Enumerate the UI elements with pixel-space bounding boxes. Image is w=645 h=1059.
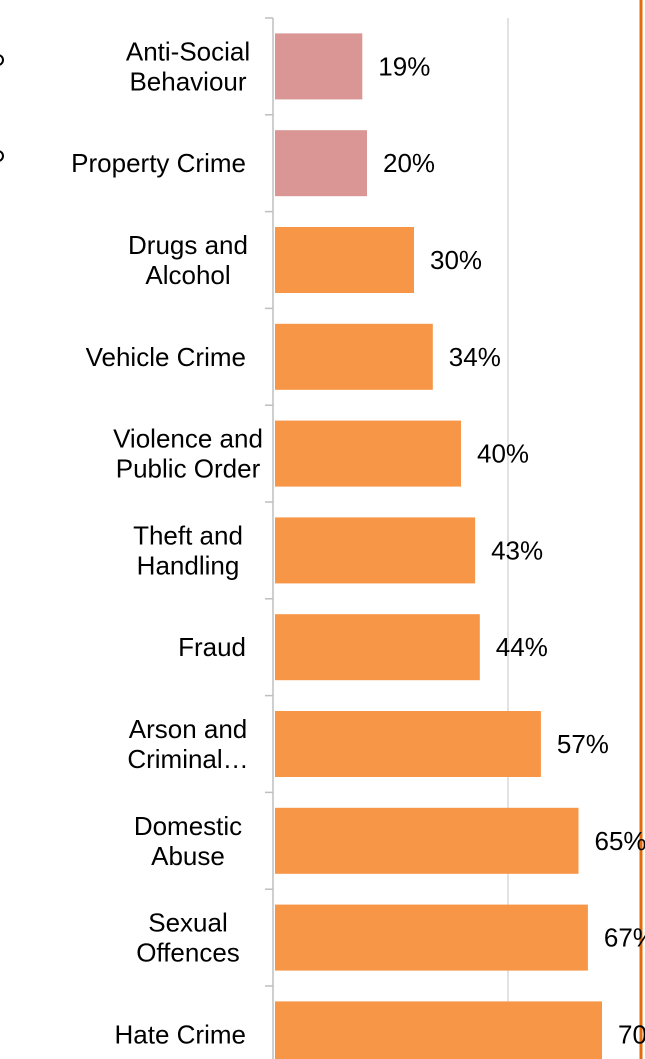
bar [275, 323, 433, 390]
data-label: 34% [449, 342, 501, 372]
category-label: Anti-Social Behaviour [126, 36, 250, 96]
category-label-line: Arson and [129, 714, 248, 744]
category-label-line: Hate Crime [115, 1019, 246, 1049]
data-label: 43% [491, 535, 543, 565]
category-label-line: Sexual [148, 908, 228, 938]
category-label: Drugs and Alcohol [128, 230, 248, 290]
category-label-line: Abuse [151, 841, 225, 871]
data-label: 70% [618, 1019, 645, 1049]
bar [275, 420, 461, 487]
bar [275, 904, 588, 971]
category-label: Violence and Public Order [113, 424, 263, 484]
category-label-line: Behaviour [129, 66, 246, 96]
category-label-line: Vehicle Crime [86, 342, 246, 372]
data-label: 30% [430, 245, 482, 275]
category-label: Property Crime [71, 148, 246, 178]
category-label-line: Alcohol [145, 260, 230, 290]
category-label-line: Drugs and [128, 230, 248, 260]
bar [275, 711, 541, 777]
category-label-line: Theft and [133, 520, 243, 550]
bar [275, 1001, 602, 1059]
category-label: Domestic Abuse [134, 811, 242, 871]
data-label: 44% [496, 632, 548, 662]
data-label: 20% [383, 148, 435, 178]
category-label-line: Domestic [134, 811, 242, 841]
category-label: Vehicle Crime [86, 342, 246, 372]
data-label: 57% [557, 729, 609, 759]
data-label: 65% [595, 826, 645, 856]
category-label-line: Anti-Social [126, 36, 250, 66]
data-label: 19% [378, 51, 430, 81]
category-label-line: Property Crime [71, 148, 246, 178]
data-label: 40% [477, 439, 529, 469]
category-label-line: Handling [137, 550, 240, 580]
bar [275, 614, 480, 681]
category-label-line: Criminal… [127, 744, 248, 774]
category-label-line: Violence and [113, 424, 263, 454]
bar [275, 227, 414, 293]
category-label-line: Public Order [116, 454, 261, 484]
category-label: Sexual Offences [136, 908, 240, 968]
bar [275, 517, 476, 584]
category-label-line: Offences [136, 938, 240, 968]
data-label: 67% [604, 923, 645, 953]
category-label: Fraud [178, 632, 246, 662]
category-label: Arson and Criminal… [127, 714, 248, 774]
bar [275, 130, 367, 197]
bar [275, 807, 579, 874]
category-label: Theft and Handling [133, 520, 243, 580]
category-label: Hate Crime [115, 1019, 246, 1049]
bar [275, 33, 363, 100]
clipped-marker [0, 54, 4, 66]
clipped-marker [0, 150, 4, 162]
category-label-line: Fraud [178, 632, 246, 662]
